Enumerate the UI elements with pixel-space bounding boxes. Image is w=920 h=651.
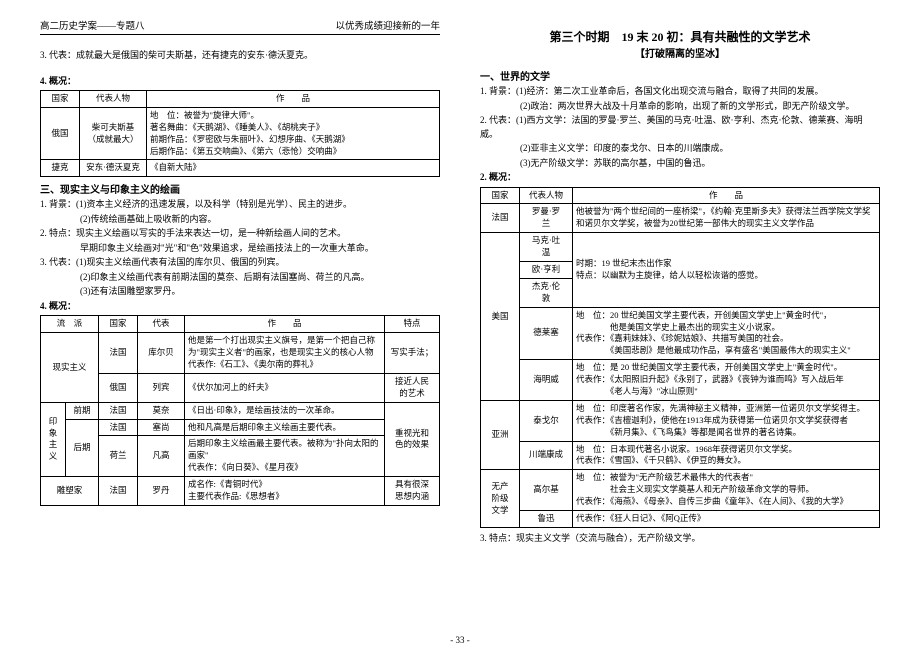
cell: 无产 阶级 文学 bbox=[481, 470, 520, 528]
t5-title: 4. 概况： bbox=[40, 300, 440, 314]
bg-1: 1. 背景：(1)资本主义经济的迅速发展，以及科学（特别是光学）、民主的进步。 bbox=[40, 198, 440, 212]
th: 国家 bbox=[481, 187, 520, 204]
cell: 《伏尔加河上的纤夫》 bbox=[185, 373, 385, 402]
cell: 法国 bbox=[481, 204, 520, 233]
sec1-title: 一、世界的文学 bbox=[480, 68, 880, 83]
cell: 鲁迅 bbox=[520, 510, 573, 527]
r-rep: 2. 代表：(1)西方文学：法国的罗曼·罗兰、美国的马克·吐温、欧·亨利、杰克·… bbox=[480, 114, 880, 141]
cell: 后期印象主义绘画最主要代表。被称为"扑向太阳的画家" 代表作：《向日葵》、《星月… bbox=[185, 436, 385, 477]
th: 特点 bbox=[385, 316, 440, 333]
cell: 法国 bbox=[99, 333, 138, 374]
cell: 亚洲 bbox=[481, 400, 520, 469]
header-right: 以优秀成绩迎接新的一年 bbox=[335, 18, 440, 32]
cell: 欧·亨利 bbox=[520, 261, 573, 278]
cell: 柴可夫斯基 （成就最大） bbox=[80, 107, 147, 160]
cell: 高尔基 bbox=[520, 470, 573, 511]
th: 国家 bbox=[99, 316, 138, 333]
th: 作 品 bbox=[573, 187, 880, 204]
cell: 法国 bbox=[99, 419, 138, 436]
cell: 俄国 bbox=[99, 373, 138, 402]
cell: 时期：19 世纪末杰出作家 特点：以幽默为主旋律，给人以轻松诙谐的感觉。 bbox=[573, 233, 880, 307]
th: 作 品 bbox=[185, 316, 385, 333]
cell: 库尔贝 bbox=[138, 333, 185, 374]
cell: 雕塑家 bbox=[41, 477, 99, 506]
sec3-title: 三、现实主义与印象主义的绘画 bbox=[40, 181, 440, 196]
cell: 塞尚 bbox=[138, 419, 185, 436]
cell: 法国 bbox=[99, 477, 138, 506]
cell: 川端康成 bbox=[520, 441, 573, 470]
cell: 地 位：被誉为"旋律大师"。 著名舞曲：《天鹅湖》、《睡美人》、《胡桃夹子》 前… bbox=[147, 107, 440, 160]
r-bg2: (2)政治：两次世界大战及十月革命的影响，出现了新的文学形式，即无产阶级文学。 bbox=[480, 100, 880, 114]
cell: 凡高 bbox=[138, 436, 185, 477]
bg-2: (2)传统绘画基础上吸收新的内容。 bbox=[40, 213, 440, 227]
rep3b: (2)印象主义绘画代表有前期法国的莫奈、后期有法国塞尚、荷兰的凡高。 bbox=[40, 271, 440, 285]
period3-title: 第三个时期 19 末 20 初：具有共融性的文学艺术 bbox=[480, 28, 880, 45]
cell: 马克·吐 温 bbox=[520, 233, 573, 262]
cell: 罗丹 bbox=[138, 477, 185, 506]
rep3: 3. 代表：(1)现实主义绘画代表有法国的库尔贝、俄国的列宾。 bbox=[40, 256, 440, 270]
cell: 德莱塞 bbox=[520, 307, 573, 360]
cell: 莫奈 bbox=[138, 402, 185, 419]
cell: 地 位：是 20 世纪美国文学主要代表，开创美国文学史上"黄金时代"。 代表作：… bbox=[573, 360, 880, 401]
table-left-2: 流 派 国家 代表 作 品 特点 现实主义 法国 库尔贝 他是第一个打出现实主义… bbox=[40, 315, 440, 506]
period3-sub: 【打破隔离的坚冰】 bbox=[480, 45, 880, 60]
r-rep3: (3)无产阶级文学：苏联的高尔基，中国的鲁迅。 bbox=[480, 157, 880, 171]
cell: 前期 bbox=[66, 402, 99, 419]
cell: 他被誉为"两个世纪间的一座桥梁"，《约翰·克里斯多夫》获得法兰西学院文学奖和诺贝… bbox=[573, 204, 880, 233]
cell: 地 位：日本现代著名小说家。1968年获得诺贝尔文学奖。 代表作：《雪国》、《千… bbox=[573, 441, 880, 470]
cell: 俄国 bbox=[41, 107, 80, 160]
cell: 荷兰 bbox=[99, 436, 138, 477]
r-tc3: 3. 特点：现实主义文学（交流与融合），无产阶级文学。 bbox=[480, 532, 880, 546]
cell: 现实主义 bbox=[41, 333, 99, 402]
table-right: 国家 代表人物 作 品 法国 罗曼·罗 兰 他被誉为"两个世纪间的一座桥梁"，《… bbox=[480, 187, 880, 528]
r-bg: 1. 背景：(1)经济：第二次工业革命后，各国文化出现交流与融合，取得了共同的发… bbox=[480, 85, 880, 99]
cell: 他是第一个打出现实主义旗号，是第一个把自己称为"现实主义者"的画家，也是现实主义… bbox=[185, 333, 385, 374]
th: 代表 bbox=[138, 316, 185, 333]
cell: 列宾 bbox=[138, 373, 185, 402]
r-t2-title: 2. 概况： bbox=[480, 171, 880, 185]
cell: 写实手法； bbox=[385, 333, 440, 374]
cell: 地 位：印度著名作家，先满神秘主义精神，亚洲第一位诺贝尔文学奖得主。 代表作：《… bbox=[573, 400, 880, 441]
th: 代表人物 bbox=[520, 187, 573, 204]
cell: 美国 bbox=[481, 233, 520, 401]
th: 代表人物 bbox=[80, 91, 147, 108]
tc-a: 现实主义绘画以写实的手法来表达一切，是一种新绘画人间的艺术。 bbox=[76, 228, 346, 238]
cell: 泰戈尔 bbox=[520, 400, 573, 441]
cell: 《自新大陆》 bbox=[147, 160, 440, 177]
cell: 捷克 bbox=[41, 160, 80, 177]
tc-title: 2. 特点： bbox=[40, 228, 76, 238]
cell: 杰克·伦 敦 bbox=[520, 278, 573, 307]
header-left: 高二历史学案——专题八 bbox=[40, 18, 145, 32]
cell: 成名作:《青铜时代》 主要代表作品:《思想者》 bbox=[185, 477, 385, 506]
rep-line-3: 3. 代表：成就最大是俄国的柴可夫斯基，还有捷克的安东·德沃夏克。 bbox=[40, 49, 440, 63]
cell: 海明威 bbox=[520, 360, 573, 401]
sec-4-title: 4. 概况： bbox=[40, 75, 440, 89]
cell: 法国 bbox=[99, 402, 138, 419]
cell: 具有很深 思想内涵 bbox=[385, 477, 440, 506]
cell: 代表作：《狂人日记》、《阿Q正传》 bbox=[573, 510, 880, 527]
rep3c: (3)还有法国雕塑家罗丹。 bbox=[40, 285, 440, 299]
cell: 印 象 主 义 bbox=[41, 402, 66, 476]
cell: 罗曼·罗 兰 bbox=[520, 204, 573, 233]
cell: 地 位：20 世纪美国文学主要代表，开创美国文学史上"黄金时代"， 他是美国文学… bbox=[573, 307, 880, 360]
th: 流 派 bbox=[41, 316, 99, 333]
r-rep2: (2)亚非主义文学：印度的泰戈尔、日本的川端康成。 bbox=[480, 142, 880, 156]
cell: 《日出·印象》，是绘画技法的一次革命。 bbox=[185, 402, 385, 419]
th: 国家 bbox=[41, 91, 80, 108]
table-left-1: 国家 代表人物 作 品 俄国 柴可夫斯基 （成就最大） 地 位：被誉为"旋律大师… bbox=[40, 90, 440, 177]
cell: 接近人民 的艺术 bbox=[385, 373, 440, 402]
th: 作 品 bbox=[147, 91, 440, 108]
cell: 重视光和 色的效果 bbox=[385, 402, 440, 476]
page-number: - 33 - bbox=[0, 635, 920, 645]
cell: 地 位：被誉为"无产阶级艺术最伟大的代表者" 社会主义现实文学奠基人和无产阶级革… bbox=[573, 470, 880, 511]
cell: 安东·德沃夏克 bbox=[80, 160, 147, 177]
tc-b: 早期印象主义绘画对"光"和"色"效果追求，是绘画技法上的一次重大革命。 bbox=[40, 242, 440, 256]
cell: 他和凡高是后期印象主义绘画主要代表。 bbox=[185, 419, 385, 436]
cell: 后期 bbox=[66, 419, 99, 477]
